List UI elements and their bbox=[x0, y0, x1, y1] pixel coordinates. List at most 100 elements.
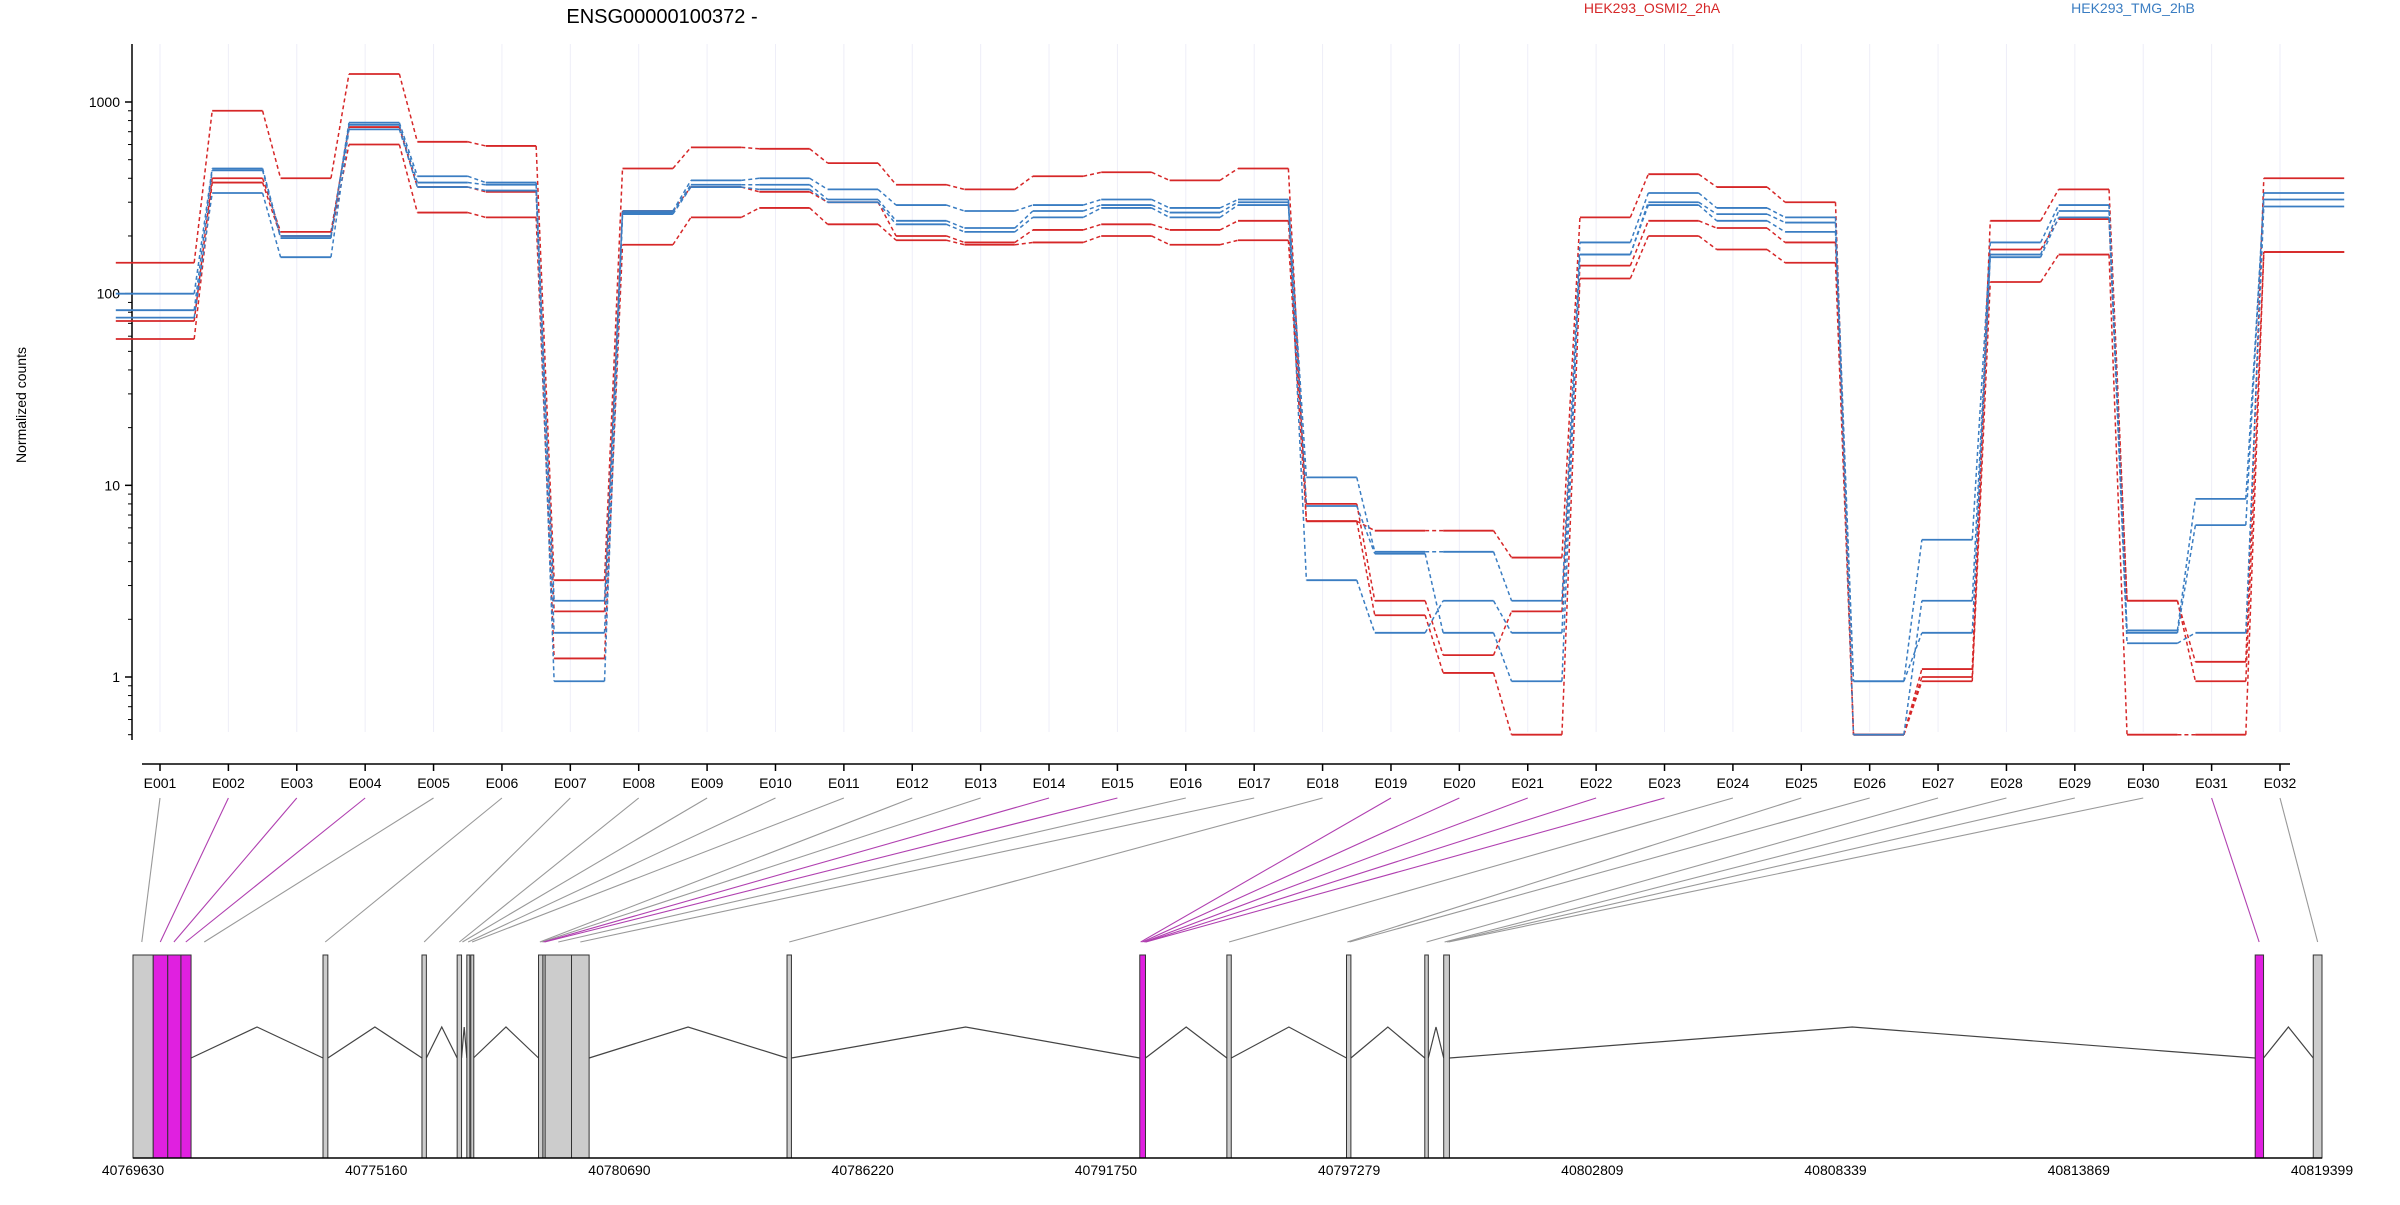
exon-block-5 bbox=[322, 954, 329, 1159]
series-connector bbox=[946, 184, 965, 191]
exon-block-19 bbox=[1443, 954, 1450, 1159]
series-connector bbox=[1629, 220, 1650, 266]
x-tick-label-e014: E014 bbox=[1033, 775, 1066, 791]
exon-block-7 bbox=[456, 954, 463, 1159]
series-connector bbox=[1082, 204, 1102, 212]
series-connector bbox=[1698, 201, 1718, 215]
exon-block-13 bbox=[571, 954, 590, 1159]
series-connector bbox=[1083, 223, 1102, 231]
intron-13 bbox=[2263, 1026, 2314, 1059]
bin-link-e007 bbox=[423, 797, 571, 943]
gene-model bbox=[132, 954, 2323, 1159]
bin-link-e019 bbox=[1140, 797, 1392, 943]
intron-4 bbox=[460, 1026, 468, 1059]
series-connector bbox=[1698, 173, 1718, 188]
series-connector bbox=[672, 179, 692, 212]
series-connector bbox=[2176, 498, 2197, 631]
series-connector bbox=[1492, 611, 1513, 656]
series-connector bbox=[1083, 198, 1102, 206]
series-connector bbox=[1903, 632, 1923, 682]
x-tick-label-e022: E022 bbox=[1580, 775, 1613, 791]
x-tick-label-e031: E031 bbox=[2195, 775, 2228, 791]
series-connector bbox=[1151, 204, 1170, 214]
series-connector bbox=[398, 144, 419, 213]
exon-block-20 bbox=[2254, 954, 2265, 1159]
coordinate-tick-label-40808339: 40808339 bbox=[1804, 1162, 1867, 1178]
x-tick-label-e027: E027 bbox=[1922, 775, 1955, 791]
series-connector bbox=[193, 168, 213, 294]
series-connector bbox=[1629, 204, 1650, 255]
series-connector bbox=[398, 122, 419, 177]
series-connector bbox=[1766, 207, 1786, 219]
series-tmg-3 bbox=[115, 121, 2345, 683]
intron-9 bbox=[1230, 1026, 1347, 1059]
bin-link-layer bbox=[141, 797, 2319, 943]
series-connector bbox=[2177, 632, 2196, 644]
series-connector bbox=[2039, 217, 2060, 258]
coordinate-tick-label-40813869: 40813869 bbox=[2048, 1162, 2111, 1178]
series-connector bbox=[1903, 681, 1923, 735]
series-connector bbox=[1151, 207, 1170, 219]
exon-block-2 bbox=[152, 954, 169, 1159]
intron-5 bbox=[473, 1026, 539, 1059]
bin-link-e026 bbox=[1349, 797, 1870, 943]
series-connector bbox=[467, 181, 486, 186]
series-connector bbox=[809, 184, 829, 201]
series-connector bbox=[1287, 199, 1308, 478]
series-connector bbox=[1219, 239, 1239, 246]
x-tick-label-e013: E013 bbox=[964, 775, 997, 791]
bin-link-e024 bbox=[1228, 797, 1734, 943]
genomic-coordinate-axis: 40769630 40775160 40780690 40786220 40791750… bbox=[102, 1157, 2353, 1178]
series-tmg-4 bbox=[115, 123, 2345, 736]
x-tick-label-e005: E005 bbox=[417, 775, 450, 791]
series-connector bbox=[1629, 192, 1650, 243]
series-connector bbox=[1219, 220, 1239, 231]
series-connector bbox=[1151, 171, 1170, 182]
x-tick-label-e021: E021 bbox=[1511, 775, 1544, 791]
x-tick-label-e028: E028 bbox=[1990, 775, 2023, 791]
series-connector bbox=[1561, 254, 1581, 682]
series-connector bbox=[809, 177, 829, 191]
series-connector bbox=[1219, 204, 1239, 219]
x-tick-label-e026: E026 bbox=[1853, 775, 1886, 791]
x-tick-label-e001: E001 bbox=[144, 775, 177, 791]
series-connector bbox=[603, 214, 624, 682]
series-connector bbox=[1014, 241, 1033, 246]
series-connector bbox=[1424, 600, 1444, 656]
series-connector bbox=[1492, 632, 1513, 682]
series-connector bbox=[946, 220, 965, 229]
series-connector bbox=[1903, 668, 1923, 735]
x-axis: E001 E002 E003 E004 E005 E006 E007 E008 E009 E010… bbox=[142, 763, 2297, 791]
x-tick-label-e023: E023 bbox=[1648, 775, 1681, 791]
series-connector bbox=[535, 145, 555, 581]
series-connector bbox=[1698, 204, 1718, 222]
exon-block-9 bbox=[470, 954, 475, 1159]
series-connector bbox=[1151, 235, 1170, 246]
series-connector bbox=[467, 186, 486, 192]
coordinate-tick-label-40786220: 40786220 bbox=[832, 1162, 895, 1178]
series-connector bbox=[1014, 210, 1034, 229]
series-connector bbox=[1356, 477, 1376, 552]
exon-block-10 bbox=[538, 954, 544, 1159]
series-connector bbox=[330, 73, 350, 179]
legend-label-tmg: HEK293_TMG_2hB bbox=[2071, 0, 2195, 16]
exon-block-3 bbox=[167, 954, 182, 1159]
series-connector bbox=[1629, 173, 1650, 218]
exon-block-18 bbox=[1424, 954, 1429, 1159]
intron-2 bbox=[327, 1026, 423, 1059]
series-connector bbox=[877, 201, 897, 237]
series-connector bbox=[398, 124, 419, 183]
bin-link-e028 bbox=[1444, 797, 2007, 943]
coordinate-tick-label-40797279: 40797279 bbox=[1318, 1162, 1381, 1178]
series-connector bbox=[1014, 216, 1034, 233]
series-connector bbox=[1219, 198, 1239, 209]
bin-link-e022 bbox=[1144, 797, 1597, 943]
exon-block-12 bbox=[544, 954, 573, 1159]
x-tick-label-e011: E011 bbox=[828, 775, 860, 791]
series-connector bbox=[2040, 254, 2060, 283]
series-connector bbox=[1971, 242, 1992, 540]
series-connector bbox=[877, 223, 897, 241]
series-connector bbox=[741, 146, 760, 150]
